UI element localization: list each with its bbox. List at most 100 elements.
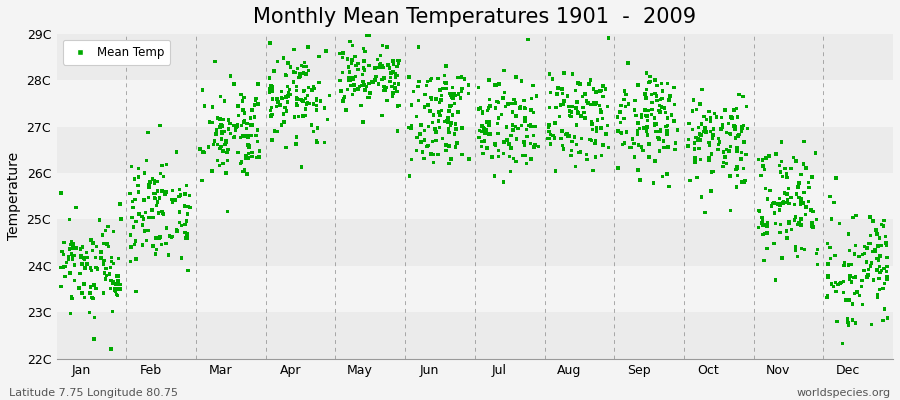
Point [716,163,730,170]
Point [216,116,230,123]
Point [524,156,538,162]
Point [778,190,792,196]
Point [106,280,121,286]
Point [392,57,407,64]
Point [872,263,886,270]
Point [564,104,579,110]
Point [265,111,279,118]
Point [155,208,169,215]
Point [442,108,456,115]
Point [488,82,502,88]
Point [159,161,174,168]
Point [348,62,363,69]
Point [506,127,520,133]
Point [307,101,321,107]
Point [490,98,504,104]
Point [289,83,303,90]
Point [381,62,395,68]
Point [627,97,642,104]
Point [590,125,604,131]
Point [622,144,636,151]
Point [772,207,787,213]
Point [826,284,841,290]
Point [234,92,248,98]
Point [706,126,721,132]
Point [366,79,381,86]
Point [724,208,738,214]
Point [635,147,650,154]
Point [572,149,586,156]
Point [491,115,506,121]
Point [809,250,824,257]
Point [351,86,365,92]
Point [593,106,608,113]
Point [206,141,220,148]
Point [736,93,751,100]
Point [445,120,459,126]
Point [773,169,788,175]
Point [457,76,472,82]
Point [451,74,465,81]
Point [517,139,531,145]
Point [357,82,372,88]
Point [842,262,856,268]
Point [83,284,97,290]
Point [96,240,111,247]
Point [76,244,90,250]
Point [482,105,496,111]
Point [854,283,868,290]
Point [237,94,251,101]
Point [627,140,642,146]
Point [562,108,577,115]
Point [551,84,565,91]
Point [541,136,555,142]
Point [368,65,382,71]
Point [284,64,298,70]
Point [424,94,438,101]
Point [562,108,577,114]
Point [868,247,882,253]
Point [297,87,311,94]
Point [220,157,235,164]
Point [454,88,469,94]
Point [650,97,664,104]
Point [218,141,232,148]
Point [292,74,306,81]
Point [788,214,803,220]
Point [837,259,851,266]
Point [104,286,118,292]
Point [762,153,777,159]
Point [148,194,162,201]
Point [455,151,470,158]
Point [424,151,438,158]
Point [652,148,667,154]
Point [77,294,92,301]
Point [694,194,708,200]
Point [660,131,674,137]
Point [129,288,143,295]
Point [616,116,631,122]
Point [216,148,230,154]
Point [135,222,149,228]
Point [177,203,192,209]
Point [593,88,608,94]
Point [454,125,469,132]
Point [509,136,524,142]
Point [66,256,80,262]
Point [150,188,165,194]
Point [717,107,732,114]
Point [374,52,388,59]
Point [54,190,68,196]
Point [157,173,171,180]
Point [205,168,220,174]
Point [269,103,284,110]
Point [83,290,97,296]
Point [491,120,505,127]
Point [654,95,669,102]
Point [413,131,428,137]
Point [388,74,402,80]
Point [128,176,142,182]
Point [159,225,174,231]
Point [502,154,517,160]
Point [848,274,862,280]
